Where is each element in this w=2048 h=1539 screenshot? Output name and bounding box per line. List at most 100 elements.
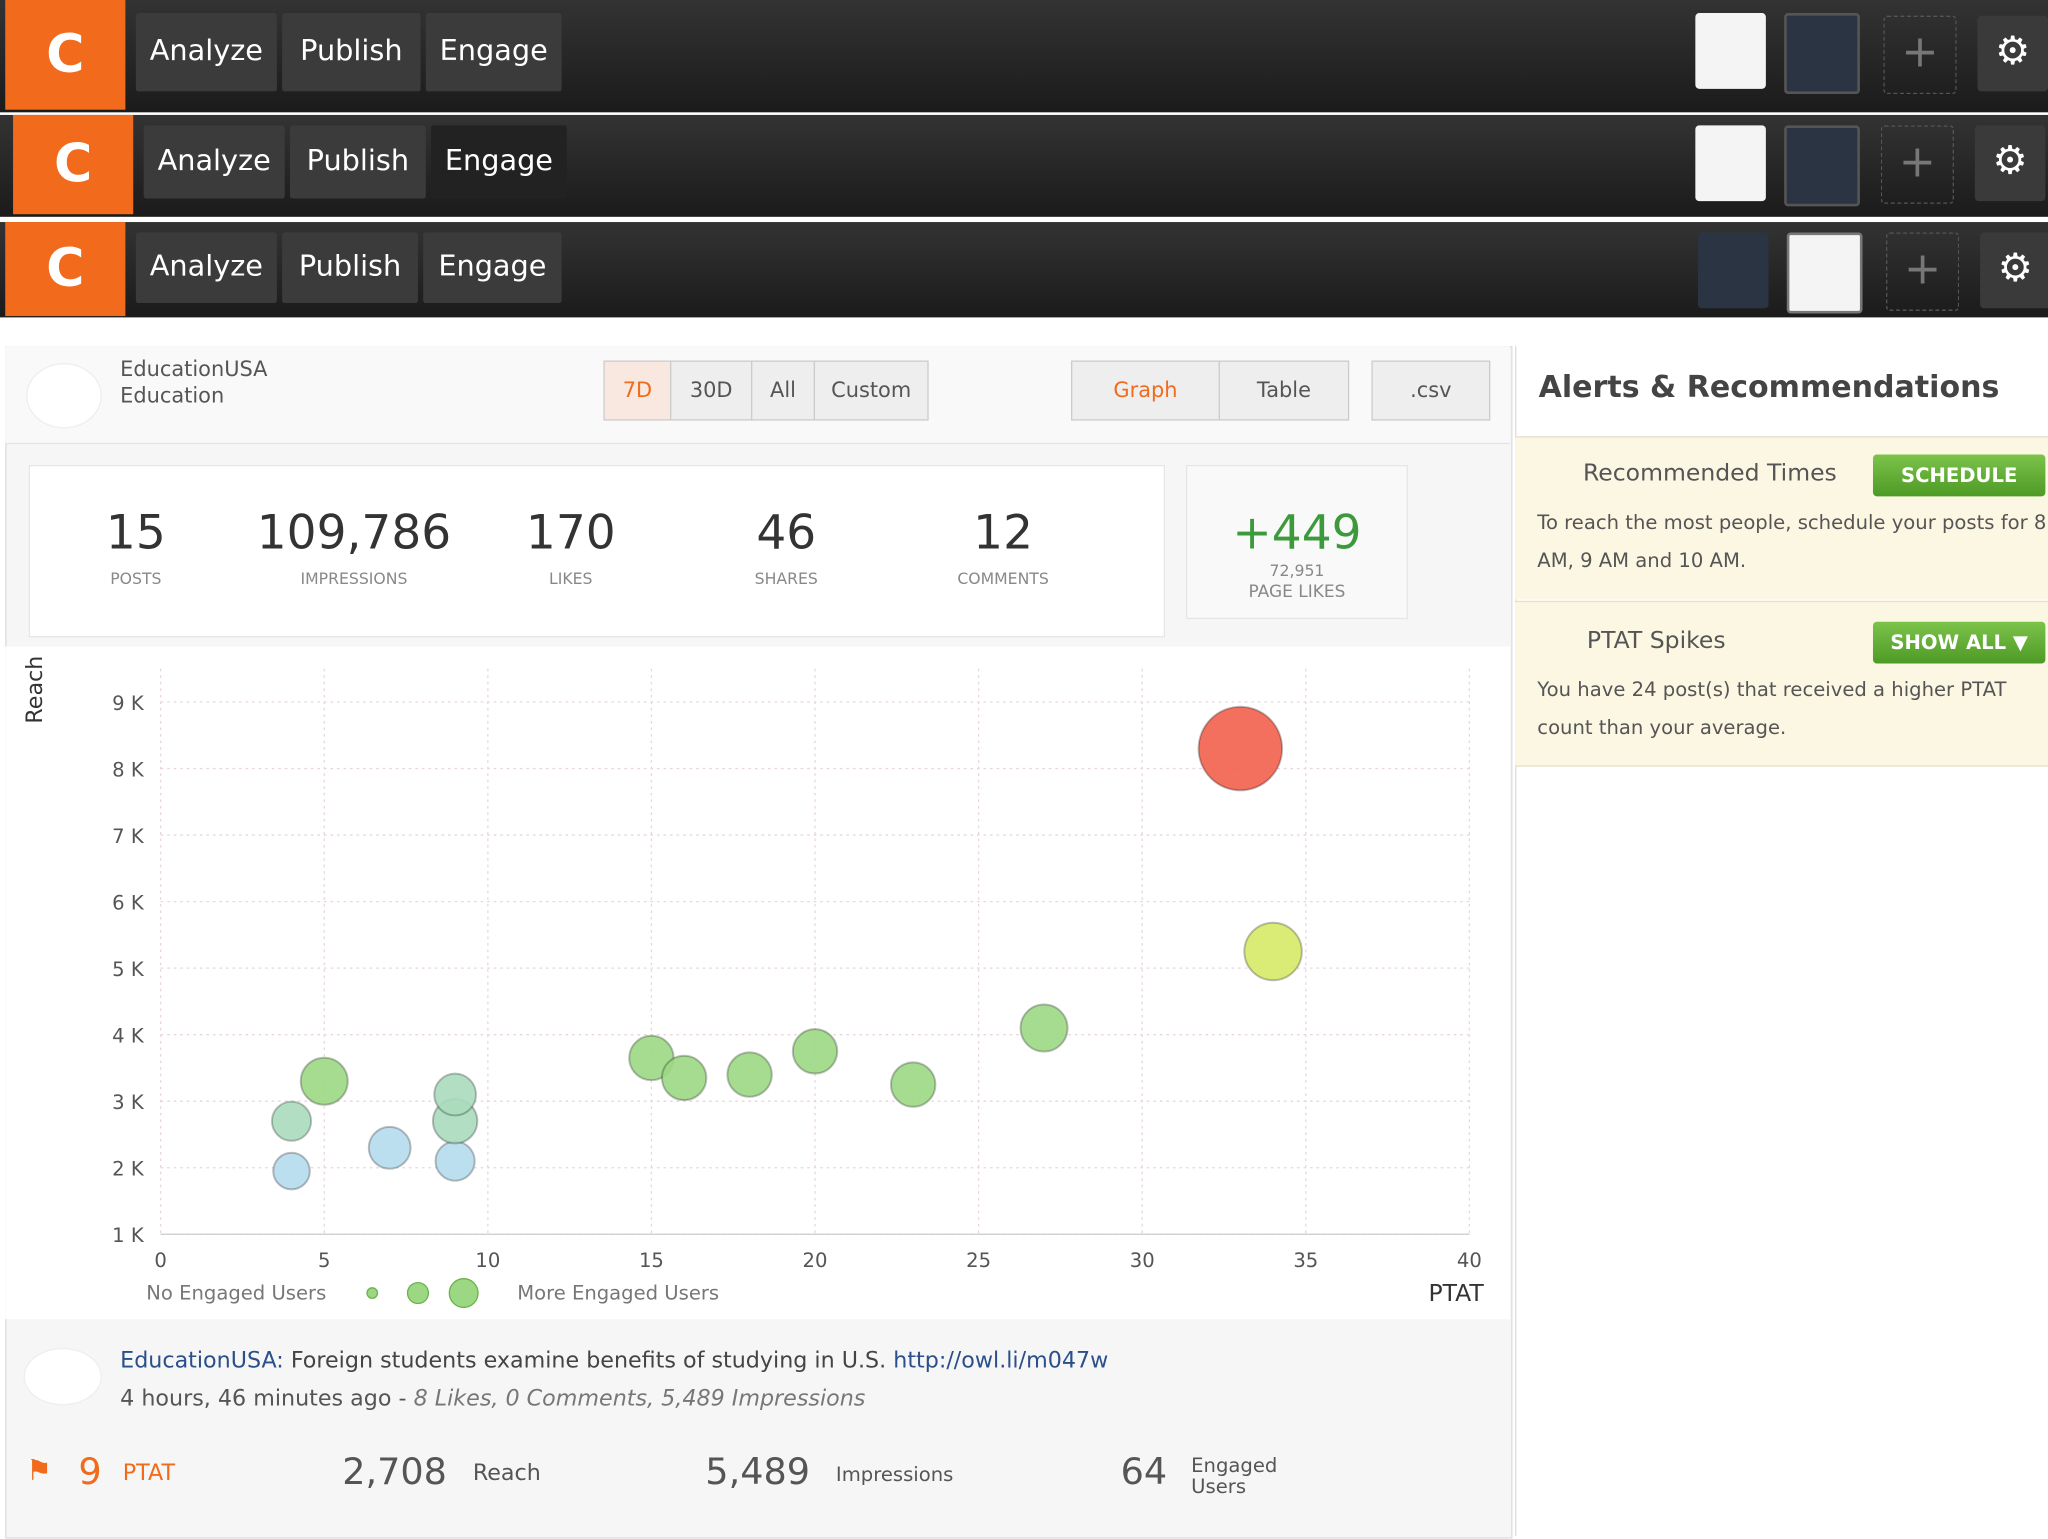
x-tick-label: 35 [1293, 1249, 1318, 1272]
y-tick-label: 9 K [112, 692, 145, 715]
stat-label: POSTS [110, 569, 162, 588]
logo[interactable]: C [5, 222, 126, 317]
post-author[interactable]: EducationUSA: [120, 1347, 284, 1375]
settings[interactable]: ⚙ [1980, 232, 2048, 309]
logo[interactable]: C [13, 114, 134, 215]
settings[interactable]: ⚙ [1977, 15, 2048, 92]
metric-value: 5,489 [705, 1449, 811, 1493]
stat-label: LIKES [549, 569, 593, 588]
schedule-button[interactable]: SCHEDULE [1872, 454, 2046, 497]
page-likes-total: 72,951 [1269, 561, 1325, 580]
x-tick-label: 20 [803, 1249, 828, 1272]
post-line: EducationUSA: Foreign students examine b… [120, 1348, 1108, 1374]
legend-bubble [406, 1281, 430, 1305]
account-name: EducationUSA [120, 356, 268, 382]
y-axis-title: Reach [22, 656, 48, 724]
tab[interactable]: Analyze [135, 232, 277, 304]
y-tick-label: 4 K [112, 1025, 145, 1048]
post-meta: 4 hours, 46 minutes ago - 8 Likes, 0 Com… [120, 1386, 865, 1412]
y-tick-label: 5 K [112, 958, 145, 981]
y-tick-label: 6 K [112, 891, 145, 914]
bubble [1019, 1003, 1069, 1053]
tab[interactable]: Engage [425, 13, 562, 92]
range-button[interactable]: 7D [603, 360, 672, 421]
tab[interactable]: Publish [282, 13, 421, 92]
page-likes-box [1185, 464, 1408, 620]
bubble [272, 1151, 311, 1191]
stat-label: COMMENTS [957, 569, 1049, 588]
stat-label: SHARES [754, 569, 818, 588]
x-tick-label: 5 [318, 1249, 330, 1272]
account-icon[interactable] [1695, 13, 1766, 89]
bubble [660, 1054, 708, 1102]
y-tick-label: 3 K [112, 1091, 145, 1114]
bubble [299, 1056, 349, 1106]
stat-label: IMPRESSIONS [300, 569, 408, 588]
alert-text: You have 24 post(s) that received a high… [1537, 677, 2007, 740]
x-tick-label: 25 [966, 1249, 991, 1272]
metric-label: PTAT [122, 1460, 176, 1487]
metric-value: 9 [78, 1449, 102, 1493]
tab[interactable]: Publish [282, 232, 418, 304]
post-summary: 8 Likes, 0 Comments, 5,489 Impressions [413, 1385, 866, 1412]
account-icon[interactable] [1697, 232, 1769, 309]
view-button[interactable]: Table [1218, 360, 1350, 421]
metric-label: Reach [472, 1460, 541, 1487]
y-tick-label: 1 K [112, 1224, 145, 1247]
tab[interactable]: Analyze [143, 125, 285, 199]
tab[interactable]: Engage [431, 125, 567, 199]
alerts-title: Alerts & Recommendations [1538, 370, 2000, 405]
y-tick-label: 7 K [112, 825, 145, 848]
stat-value: 15 [105, 506, 166, 561]
bubble [791, 1028, 839, 1075]
add-account[interactable]: + [1883, 15, 1957, 95]
account-category: Education [120, 382, 225, 408]
range-button[interactable]: 30D [670, 360, 753, 421]
legend-label: More Engaged Users [517, 1282, 719, 1305]
x-axis-title: PTAT [1428, 1279, 1484, 1307]
stat-value: 109,786 [256, 506, 452, 561]
post-link[interactable]: http://owl.li/m047w [893, 1347, 1109, 1375]
tab[interactable]: Engage [423, 232, 562, 304]
y-tick-label: 8 K [112, 758, 145, 781]
page-likes-label: PAGE LIKES [1248, 582, 1346, 603]
add-account[interactable]: + [1880, 125, 1954, 204]
show-all-button[interactable]: SHOW ALL ▼ [1872, 621, 2046, 664]
view-button[interactable]: Graph [1071, 360, 1220, 421]
add-account[interactable]: + [1886, 232, 1960, 311]
metric-label: Engaged Users [1191, 1453, 1278, 1499]
metric-icon: ⚑ [26, 1455, 52, 1488]
range-button[interactable]: Custom [813, 360, 929, 421]
export-button[interactable]: .csv [1371, 360, 1491, 421]
account-icon[interactable] [1695, 125, 1766, 202]
metric-value: 64 [1120, 1449, 1168, 1493]
stat-value: 170 [525, 506, 616, 561]
post-time: 4 hours, 46 minutes ago - [120, 1385, 407, 1412]
bubble [270, 1100, 313, 1142]
legend-bubble [366, 1287, 379, 1299]
bubble [628, 1034, 675, 1082]
bubble [889, 1061, 937, 1108]
account-icon[interactable] [1784, 13, 1860, 95]
x-tick-label: 30 [1130, 1249, 1155, 1272]
logo[interactable]: C [5, 0, 126, 110]
stat-value: 46 [756, 506, 817, 561]
legend-label: No Engaged Users [146, 1282, 326, 1305]
x-tick-label: 0 [154, 1249, 166, 1272]
account-icon[interactable] [1784, 125, 1860, 207]
account-icon[interactable] [1786, 232, 1863, 314]
post-avatar [23, 1347, 102, 1406]
metric-label: Impressions [835, 1462, 954, 1487]
range-button[interactable]: All [751, 360, 816, 421]
page-likes-change: +449 [1232, 506, 1362, 561]
metric-value: 2,708 [342, 1449, 447, 1493]
tab[interactable]: Analyze [135, 13, 277, 92]
post-text: Foreign students examine benefits of stu… [290, 1347, 887, 1375]
alert-title: Recommended Times [1583, 459, 1837, 488]
account-avatar [26, 363, 102, 429]
stats-box [28, 464, 1166, 638]
settings[interactable]: ⚙ [1974, 125, 2046, 202]
tab[interactable]: Publish [289, 125, 426, 199]
